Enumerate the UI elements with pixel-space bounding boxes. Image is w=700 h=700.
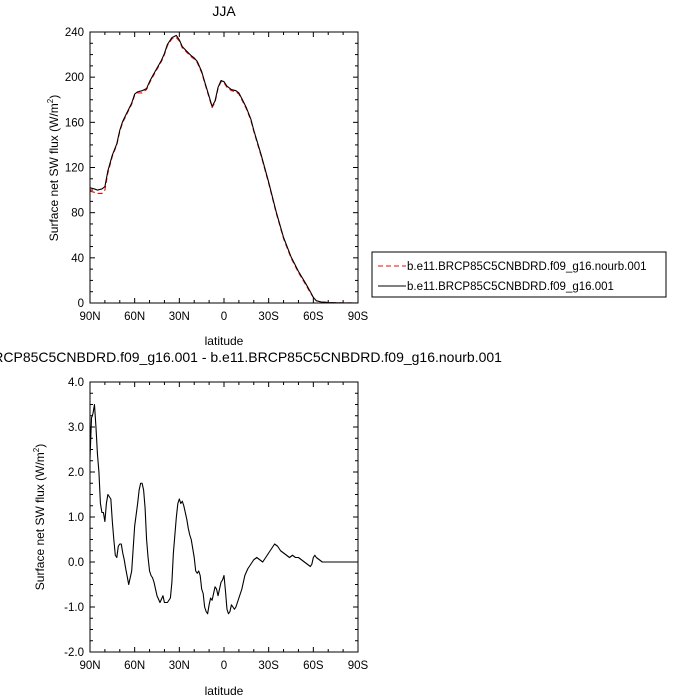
top-ytick-label: 200 xyxy=(65,72,84,84)
top-ytick-label: 120 xyxy=(65,163,84,175)
top-xtick-label: 30N xyxy=(169,311,190,323)
top-ytick-label: 40 xyxy=(71,253,84,265)
bottom-ytick-label: 4.0 xyxy=(68,377,84,389)
top-series-line-0 xyxy=(89,37,359,304)
top-ytick-label: 0 xyxy=(78,298,84,310)
legend-label-nourb: b.e11.BRCP85C5CNBDRD.f09_g16.nourb.001 xyxy=(407,261,647,273)
bottom-xtick-label: 30N xyxy=(169,660,190,672)
bottom-chart-frame xyxy=(89,381,359,653)
top-chart-xlabel: latitude xyxy=(205,334,244,348)
top-xtick-label: 90S xyxy=(348,311,369,323)
top-chart-ylabel: Surface net SW flux (W/m2) xyxy=(46,95,61,241)
bottom-chart-ylabel: Surface net SW flux (W/m2) xyxy=(32,444,47,590)
bottom-xtick-label: 30S xyxy=(258,660,279,672)
legend-label-control: b.e11.BRCP85C5CNBDRD.f09_g16.001 xyxy=(407,281,614,293)
top-chart: JJA 90N 60N 30N 0 30S 60S 90S 0 40 80 120 160 200 240… xyxy=(46,3,667,348)
bottom-chart-ticks: 90N 60N 30N 0 30S 60S 90S -2.0 -1.0 0.0 1.0 2.0 3.0 4… xyxy=(64,377,368,672)
bottom-series-line-0 xyxy=(89,403,358,615)
top-series-line-1 xyxy=(89,34,359,304)
bottom-ytick-label: -2.0 xyxy=(64,647,84,659)
top-xtick-label: 0 xyxy=(221,311,227,323)
bottom-xtick-label: 60N xyxy=(124,660,145,672)
top-ytick-label: 240 xyxy=(65,27,84,39)
bottom-ytick-label: 1.0 xyxy=(68,512,84,524)
bottom-chart-xlabel: latitude xyxy=(205,684,244,698)
bottom-ytick-label: 3.0 xyxy=(68,422,84,434)
bottom-chart-title: b.e11.BRCP85C5CNBDRD.f09_g16.001 - b.e11… xyxy=(0,349,502,365)
bottom-xtick-label: 0 xyxy=(221,660,227,672)
top-chart-series xyxy=(89,34,359,304)
top-xtick-label: 60N xyxy=(124,311,145,323)
bottom-ytick-label: 0.0 xyxy=(68,557,84,569)
top-xtick-label: 30S xyxy=(258,311,279,323)
top-chart-frame xyxy=(89,31,359,304)
bottom-xtick-label: 90N xyxy=(79,660,100,672)
bottom-ytick-label: -1.0 xyxy=(64,602,84,614)
bottom-xtick-label: 60S xyxy=(303,660,324,672)
top-ytick-label: 80 xyxy=(71,208,84,220)
bottom-chart: b.e11.BRCP85C5CNBDRD.f09_g16.001 - b.e11… xyxy=(0,349,502,698)
top-chart-title: JJA xyxy=(212,3,236,19)
legend-box xyxy=(371,251,667,298)
top-xtick-label: 90N xyxy=(79,311,100,323)
top-ytick-label: 160 xyxy=(65,117,84,129)
bottom-ytick-label: 2.0 xyxy=(68,467,84,479)
top-xtick-label: 60S xyxy=(303,311,324,323)
bottom-xtick-label: 90S xyxy=(348,660,369,672)
legend: b.e11.BRCP85C5CNBDRD.f09_g16.nourb.001 b… xyxy=(371,251,667,298)
bottom-chart-series xyxy=(89,403,358,615)
top-chart-ticks: 90N 60N 30N 0 30S 60S 90S 0 40 80 120 160 200 240 xyxy=(65,27,369,323)
